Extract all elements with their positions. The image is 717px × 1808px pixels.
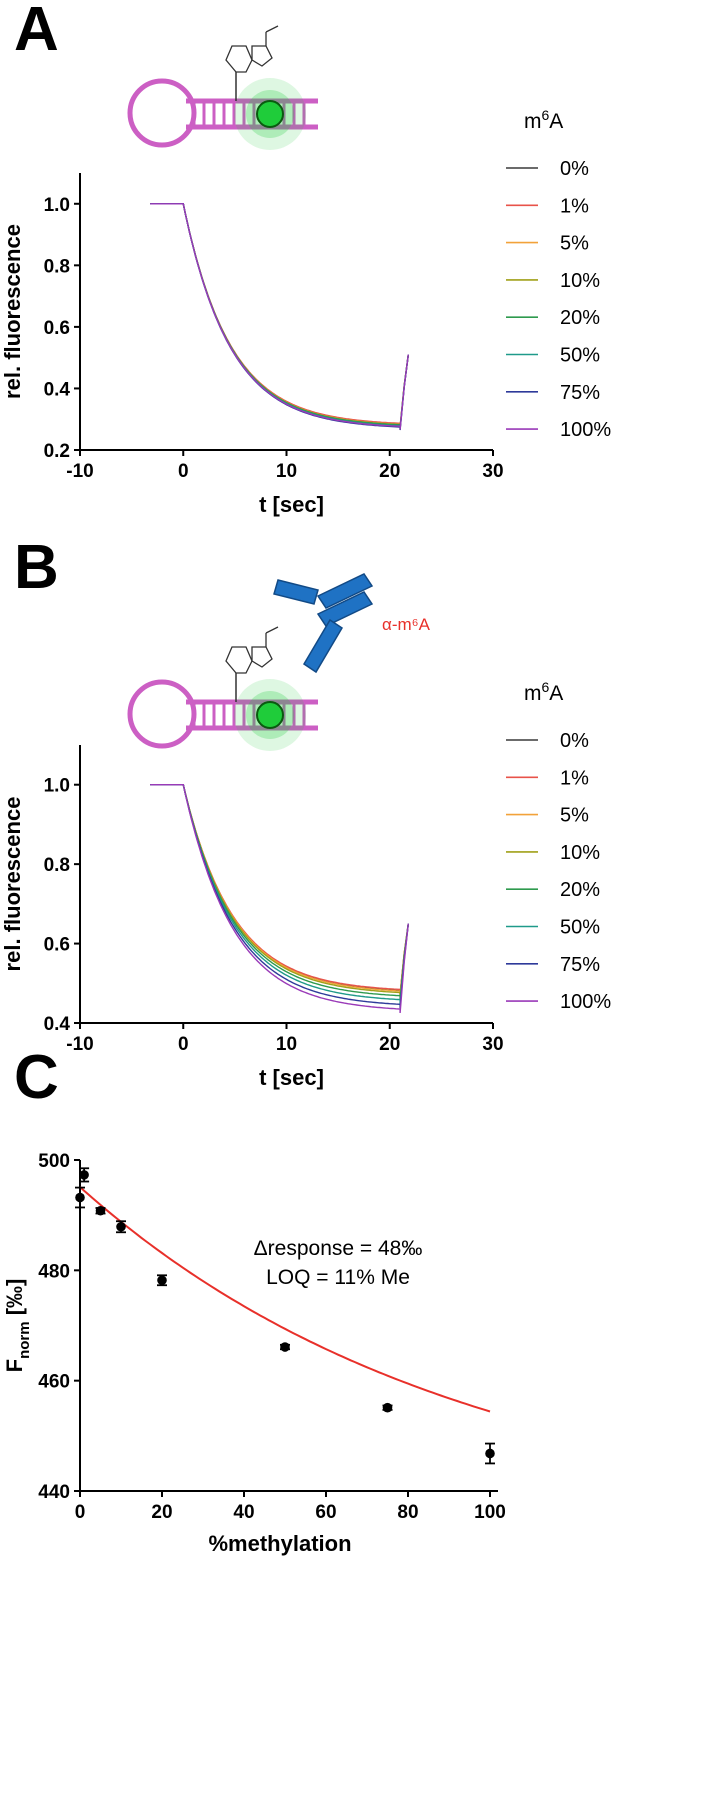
y-tick-label: 0.4 bbox=[44, 1014, 71, 1035]
series-line bbox=[150, 203, 409, 428]
m6a-structure-icon-a bbox=[225, 25, 279, 73]
chart-b: -10 0 10 20 30 0.4 0.6 0.8 1.0 t [sec] rel. fluore… bbox=[0, 679, 611, 1090]
x-tick-label: 0 bbox=[75, 1502, 86, 1523]
series-line bbox=[150, 203, 409, 428]
x-axis-label: t [sec] bbox=[259, 492, 324, 517]
legend-label: 100% bbox=[560, 419, 611, 441]
y-tick-label: 460 bbox=[38, 1372, 70, 1393]
y-tick-label: 0.8 bbox=[44, 855, 70, 876]
legend-label: 5% bbox=[560, 233, 589, 255]
x-tick-label: 100 bbox=[474, 1502, 506, 1523]
x-tick-label: 30 bbox=[482, 461, 503, 482]
m6a-structure-icon-b bbox=[225, 626, 279, 674]
y-tick-label: 0.2 bbox=[44, 441, 70, 462]
y-tick-label: 500 bbox=[38, 1151, 70, 1172]
fit-curve bbox=[79, 1186, 491, 1413]
x-tick-label: 30 bbox=[482, 1034, 503, 1055]
series-line bbox=[150, 203, 409, 430]
data-point bbox=[485, 1448, 495, 1459]
y-tick-label: 0.8 bbox=[44, 256, 70, 277]
annotation-response: Δresponse = 48‰ bbox=[254, 1237, 423, 1260]
panel-label-c: C bbox=[14, 1043, 59, 1112]
series-line bbox=[150, 784, 409, 1004]
antibody-icon bbox=[273, 573, 374, 674]
fluorophore-icon-b bbox=[234, 679, 306, 751]
x-tick-label: 20 bbox=[379, 461, 400, 482]
legend-label: 75% bbox=[560, 954, 600, 976]
y-axis-label: rel. fluorescence bbox=[0, 797, 25, 972]
y-tick-label: 480 bbox=[38, 1261, 70, 1282]
data-point bbox=[157, 1275, 167, 1286]
x-tick-label: 80 bbox=[397, 1502, 418, 1523]
y-tick-label: 1.0 bbox=[44, 195, 70, 216]
legend-label: 50% bbox=[560, 345, 600, 367]
series-line bbox=[150, 784, 409, 996]
legend-label: 1% bbox=[560, 195, 589, 217]
y-tick-label: 1.0 bbox=[44, 776, 70, 797]
x-tick-label: 0 bbox=[178, 1034, 189, 1055]
legend-title: m6A bbox=[524, 107, 563, 133]
panel-label-a: A bbox=[14, 0, 59, 64]
x-tick-label: 10 bbox=[276, 461, 297, 482]
legend-label: 75% bbox=[560, 382, 600, 404]
x-tick-label: -10 bbox=[66, 461, 93, 482]
data-point bbox=[75, 1192, 85, 1203]
x-tick-label: 20 bbox=[379, 1034, 400, 1055]
panel-label-b: B bbox=[14, 533, 59, 602]
legend-title: m6A bbox=[524, 679, 563, 705]
legend-label: 20% bbox=[560, 879, 600, 901]
series-line bbox=[150, 203, 409, 428]
data-point bbox=[116, 1221, 126, 1232]
annotation-loq: LOQ = 11% Me bbox=[266, 1266, 410, 1289]
legend-label: 20% bbox=[560, 307, 600, 329]
rna-schematic-b bbox=[127, 673, 318, 749]
legend-label: 100% bbox=[560, 991, 611, 1013]
y-axis-label: rel. fluorescence bbox=[0, 224, 25, 399]
series-line bbox=[150, 203, 409, 429]
x-axis-label: %methylation bbox=[208, 1531, 351, 1556]
y-tick-label: 0.6 bbox=[44, 935, 70, 956]
legend-label: 10% bbox=[560, 270, 600, 292]
y-axis-label: Fnorm [‰] bbox=[2, 1279, 33, 1373]
y-tick-label: 0.6 bbox=[44, 318, 70, 339]
y-tick-label: 0.4 bbox=[44, 379, 71, 400]
legend-label: 0% bbox=[560, 158, 589, 180]
antibody-label: α-m⁶A bbox=[382, 615, 431, 634]
data-point bbox=[280, 1342, 290, 1352]
data-point bbox=[79, 1170, 89, 1180]
series-line bbox=[150, 784, 409, 997]
data-point bbox=[382, 1402, 393, 1413]
x-tick-label: 20 bbox=[151, 1502, 172, 1523]
series-line bbox=[150, 203, 409, 427]
series-line bbox=[150, 784, 409, 1009]
y-tick-label: 440 bbox=[38, 1482, 70, 1503]
chart-c: 0 20 40 60 80 100 440 460 480 500 %methylation Fnor… bbox=[2, 1151, 506, 1556]
x-tick-label: 40 bbox=[233, 1502, 254, 1523]
x-tick-label: 10 bbox=[276, 1034, 297, 1055]
legend-label: 10% bbox=[560, 842, 600, 864]
series-line bbox=[150, 784, 409, 1014]
data-point bbox=[95, 1205, 106, 1216]
series-line bbox=[150, 784, 409, 994]
chart-a: -10 0 10 20 30 0.2 0.4 0.6 0.8 1.0 t [sec] rel. flu… bbox=[0, 107, 611, 517]
x-axis-label: t [sec] bbox=[259, 1065, 324, 1090]
x-tick-label: 0 bbox=[178, 461, 189, 482]
fluorophore-icon-a bbox=[234, 78, 306, 150]
legend-label: 0% bbox=[560, 730, 589, 752]
legend-label: 1% bbox=[560, 767, 589, 789]
series-line bbox=[150, 203, 409, 428]
legend-label: 5% bbox=[560, 805, 589, 827]
legend-label: 50% bbox=[560, 917, 600, 939]
x-tick-label: 60 bbox=[315, 1502, 336, 1523]
series-line bbox=[150, 784, 409, 1000]
series-line bbox=[150, 203, 409, 431]
x-tick-label: -10 bbox=[66, 1034, 93, 1055]
